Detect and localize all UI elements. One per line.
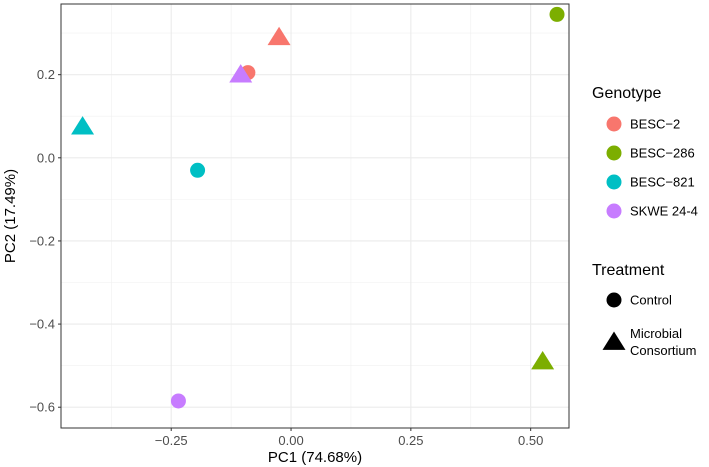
x-tick-label: 0.50 [518, 433, 543, 448]
plot-panel [61, 4, 569, 428]
y-axis-title: PC2 (17.49%) [2, 169, 19, 263]
x-axis-title: PC1 (74.68%) [268, 449, 362, 466]
legend-label-treatment: Consortium [630, 343, 696, 358]
legend-key-genotype [606, 116, 622, 132]
x-tick-label: 0.25 [398, 433, 423, 448]
treatment-legend-title: Treatment [592, 262, 665, 279]
legend-key-treatment [602, 331, 626, 350]
legend-label-genotype: BESC−2 [630, 117, 680, 132]
legend-label-genotype: BESC−821 [630, 175, 695, 190]
legend-label-treatment: Control [630, 293, 672, 308]
legend-key-genotype [606, 203, 622, 219]
y-tick-label: −0.4 [29, 317, 55, 332]
y-tick-label: −0.2 [29, 233, 55, 248]
y-tick-label: −0.6 [29, 400, 55, 415]
grid-lines [61, 4, 569, 428]
data-point [170, 393, 186, 409]
plot-border [60, 3, 570, 429]
legend: Genotype BESC−2 BESC−286 BESC−821 SKWE 24-4 T… [592, 85, 698, 358]
x-tick-label: 0.00 [278, 433, 303, 448]
legend-label-genotype: SKWE 24-4 [630, 204, 698, 219]
data-point [190, 162, 206, 178]
data-point [229, 64, 253, 83]
legend-label-genotype: BESC−286 [630, 146, 695, 161]
x-tick-label: −0.25 [155, 433, 188, 448]
genotype-legend-title: Genotype [592, 85, 661, 102]
data-points [71, 6, 565, 409]
legend-key-genotype [606, 145, 622, 161]
legend-label-treatment: Microbial [630, 326, 682, 341]
data-point [549, 6, 565, 22]
y-tick-label: 0.2 [37, 67, 55, 82]
data-point [267, 26, 291, 46]
legend-key-genotype [606, 174, 622, 190]
y-tick-label: 0.0 [37, 150, 55, 165]
data-point [71, 116, 95, 135]
axes: −0.25 0.00 0.25 0.50 −0.6 −0.4 −0.2 0.0 0.2 [29, 67, 543, 448]
legend-key-treatment [606, 292, 622, 308]
data-point [531, 350, 555, 370]
